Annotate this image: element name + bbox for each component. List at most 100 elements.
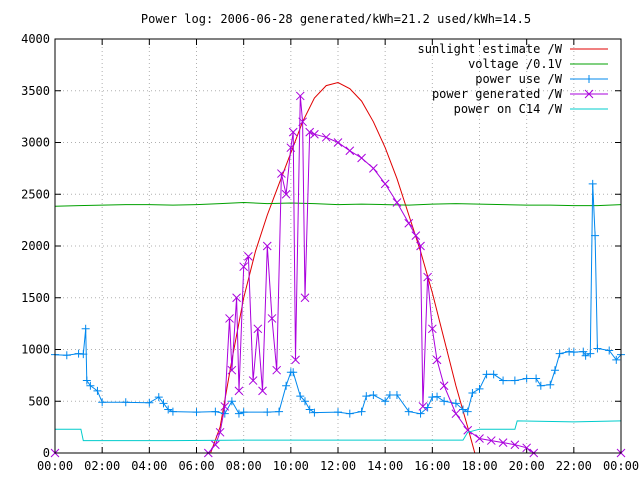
legend-label: voltage /0.1V <box>468 57 562 71</box>
series-point <box>281 189 291 199</box>
y-tick-label: 0 <box>43 446 50 460</box>
series-point <box>262 241 272 251</box>
series-point <box>79 350 88 359</box>
series-point <box>565 347 574 356</box>
y-tick-label: 4000 <box>21 32 50 46</box>
series-point <box>286 143 296 153</box>
x-tick-label: 00:00 <box>37 459 73 473</box>
series-point <box>300 397 309 406</box>
series-point <box>380 179 390 189</box>
series-point <box>86 381 95 390</box>
series-point <box>159 399 168 408</box>
series-point <box>98 398 107 407</box>
y-tick-label: 3000 <box>21 136 50 150</box>
series-point <box>532 374 541 383</box>
series-point <box>74 349 83 358</box>
series-point <box>232 293 241 303</box>
series-point <box>475 434 484 443</box>
series-point <box>555 349 564 358</box>
x-tick-label: 06:00 <box>178 459 214 473</box>
series-point <box>546 380 555 389</box>
series-point <box>392 391 401 400</box>
series-line <box>55 420 622 442</box>
legend-label: power on C14 /W <box>454 102 563 116</box>
plot-frame <box>54 38 622 454</box>
series-point <box>569 348 578 357</box>
series-4 <box>55 420 622 442</box>
x-tick-label: 16:00 <box>414 459 450 473</box>
series-point <box>451 399 460 408</box>
series-point <box>164 405 173 414</box>
series-point <box>357 407 366 416</box>
series-point <box>428 393 437 402</box>
series-point <box>220 402 230 411</box>
series-point <box>510 440 520 450</box>
series-point <box>418 402 428 411</box>
legend-marker <box>584 89 594 99</box>
series-point <box>369 164 378 173</box>
series-point <box>211 407 220 416</box>
series-point <box>404 407 413 416</box>
series-point <box>411 231 421 241</box>
series-point <box>345 409 354 418</box>
x-tick-label: 08:00 <box>226 459 262 473</box>
series-point <box>277 169 286 178</box>
series-line <box>54 201 622 207</box>
series-point <box>522 443 532 453</box>
series-point <box>357 153 366 163</box>
series-point <box>253 324 263 334</box>
series-point <box>581 351 590 360</box>
series-0 <box>55 81 621 454</box>
series-point <box>215 427 225 437</box>
series-point <box>121 398 130 407</box>
x-tick-label: 22:00 <box>556 459 592 473</box>
series-layer <box>50 81 626 458</box>
series-point <box>305 127 315 137</box>
series-point <box>463 425 473 435</box>
series-point <box>579 347 588 356</box>
series-point <box>427 324 437 334</box>
series-point <box>227 365 237 375</box>
series-point <box>272 365 282 375</box>
series-point <box>220 409 229 418</box>
series-point <box>244 251 253 261</box>
series-point <box>192 408 201 417</box>
series-point <box>282 381 291 390</box>
series-point <box>423 272 432 282</box>
series-point <box>591 231 600 240</box>
series-point <box>211 440 220 450</box>
series-point <box>295 91 305 101</box>
legend-label: power use /W <box>475 72 562 86</box>
chart-title: Power log: 2006-06-28 generated/kWh=21.2… <box>141 12 531 26</box>
series-point <box>486 436 496 445</box>
series-point <box>463 407 472 416</box>
y-tick-label: 1500 <box>21 291 50 305</box>
series-point <box>499 376 508 385</box>
series-point <box>227 397 236 406</box>
series-point <box>522 374 531 383</box>
series-1 <box>54 201 622 207</box>
y-tick-label: 2000 <box>21 239 50 253</box>
series-point <box>258 386 267 396</box>
x-tick-label: 10:00 <box>273 459 309 473</box>
series-point <box>310 129 319 139</box>
series-2 <box>51 179 625 418</box>
series-point <box>82 376 91 385</box>
y-axis: 0 500 1000 1500 2000 2500 3000 3500 4000 <box>21 32 621 460</box>
series-point <box>296 392 305 401</box>
series-point <box>300 293 310 303</box>
series-point <box>263 408 272 417</box>
series-point <box>298 117 307 127</box>
series-point <box>168 407 177 416</box>
series-point <box>605 346 614 355</box>
series-point <box>145 398 154 407</box>
series-point <box>248 376 258 385</box>
series-point <box>536 381 545 390</box>
series-point <box>510 376 519 385</box>
series-point <box>234 409 243 418</box>
series-point <box>593 344 602 353</box>
series-point <box>432 355 442 365</box>
series-point <box>310 408 319 417</box>
